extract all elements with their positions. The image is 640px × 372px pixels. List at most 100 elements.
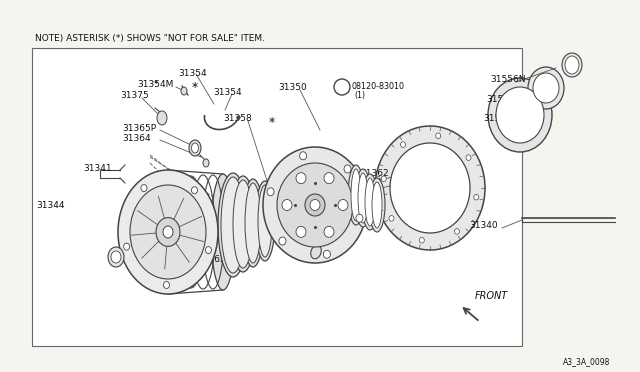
Ellipse shape bbox=[300, 152, 307, 160]
Ellipse shape bbox=[211, 174, 235, 290]
Ellipse shape bbox=[277, 163, 353, 247]
Ellipse shape bbox=[141, 185, 147, 192]
Ellipse shape bbox=[130, 185, 206, 279]
Ellipse shape bbox=[381, 176, 386, 182]
Ellipse shape bbox=[565, 56, 579, 74]
Ellipse shape bbox=[311, 245, 321, 259]
Text: 31555N: 31555N bbox=[486, 94, 522, 103]
Ellipse shape bbox=[108, 247, 124, 267]
Bar bbox=[32, 48, 522, 346]
Ellipse shape bbox=[401, 142, 406, 147]
Ellipse shape bbox=[351, 169, 361, 221]
Ellipse shape bbox=[258, 185, 272, 257]
Ellipse shape bbox=[528, 67, 564, 109]
Ellipse shape bbox=[533, 73, 559, 103]
Text: 31362: 31362 bbox=[353, 177, 381, 186]
Ellipse shape bbox=[372, 182, 382, 228]
Ellipse shape bbox=[203, 159, 209, 167]
Ellipse shape bbox=[296, 226, 306, 237]
Text: A3_3A_0098: A3_3A_0098 bbox=[563, 357, 610, 366]
Ellipse shape bbox=[310, 199, 320, 211]
Ellipse shape bbox=[324, 173, 334, 184]
Ellipse shape bbox=[279, 237, 286, 245]
Text: 31358: 31358 bbox=[223, 113, 252, 122]
Ellipse shape bbox=[344, 165, 351, 173]
Ellipse shape bbox=[189, 140, 201, 156]
Text: 31362: 31362 bbox=[360, 169, 388, 177]
Text: 31556N: 31556N bbox=[490, 74, 525, 83]
Ellipse shape bbox=[163, 282, 170, 288]
Text: (1): (1) bbox=[354, 90, 365, 99]
Ellipse shape bbox=[362, 174, 378, 230]
Ellipse shape bbox=[263, 147, 367, 263]
Ellipse shape bbox=[305, 194, 325, 216]
Text: *: * bbox=[151, 80, 158, 89]
Ellipse shape bbox=[466, 155, 471, 160]
Ellipse shape bbox=[118, 170, 218, 294]
Text: 31344: 31344 bbox=[36, 201, 65, 209]
Ellipse shape bbox=[355, 169, 371, 227]
Ellipse shape bbox=[191, 187, 198, 194]
Ellipse shape bbox=[221, 177, 245, 273]
Text: B: B bbox=[339, 83, 345, 92]
Ellipse shape bbox=[419, 237, 424, 243]
Text: 31362M: 31362M bbox=[197, 254, 234, 263]
Text: 31361: 31361 bbox=[341, 196, 370, 205]
Ellipse shape bbox=[358, 173, 368, 223]
Ellipse shape bbox=[282, 199, 292, 211]
Text: 08120-83010: 08120-83010 bbox=[352, 81, 405, 90]
Ellipse shape bbox=[323, 250, 330, 258]
Ellipse shape bbox=[124, 243, 130, 250]
Text: 31354: 31354 bbox=[213, 87, 242, 96]
Text: 31375: 31375 bbox=[296, 230, 324, 238]
Ellipse shape bbox=[369, 178, 385, 232]
Ellipse shape bbox=[375, 126, 485, 250]
Ellipse shape bbox=[296, 173, 306, 184]
Text: NOTE) ASTERISK (*) SHOWS "NOT FOR SALE" ITEM.: NOTE) ASTERISK (*) SHOWS "NOT FOR SALE" … bbox=[35, 33, 265, 42]
Text: 31358: 31358 bbox=[234, 221, 263, 231]
Ellipse shape bbox=[181, 87, 187, 95]
Ellipse shape bbox=[163, 226, 173, 238]
Text: 31361: 31361 bbox=[347, 186, 376, 196]
Text: *: * bbox=[192, 80, 198, 93]
Text: 31364: 31364 bbox=[122, 134, 150, 142]
Ellipse shape bbox=[488, 78, 552, 152]
Text: 31340: 31340 bbox=[469, 221, 498, 230]
Text: 31375: 31375 bbox=[120, 90, 148, 99]
Text: 31354: 31354 bbox=[178, 68, 207, 77]
Ellipse shape bbox=[390, 143, 470, 233]
Text: FRONT: FRONT bbox=[475, 291, 508, 301]
Text: 31354M: 31354M bbox=[137, 80, 173, 89]
Text: 31350: 31350 bbox=[278, 83, 307, 92]
Text: 31528: 31528 bbox=[483, 113, 511, 122]
Ellipse shape bbox=[474, 195, 479, 200]
Ellipse shape bbox=[218, 173, 248, 277]
Ellipse shape bbox=[389, 216, 394, 221]
Ellipse shape bbox=[496, 87, 544, 143]
Ellipse shape bbox=[242, 179, 264, 267]
Ellipse shape bbox=[245, 183, 261, 263]
Ellipse shape bbox=[365, 178, 375, 226]
Text: 31356: 31356 bbox=[230, 231, 259, 241]
Text: 31366M: 31366M bbox=[219, 241, 255, 250]
Ellipse shape bbox=[454, 229, 460, 234]
Ellipse shape bbox=[324, 226, 334, 237]
Ellipse shape bbox=[562, 53, 582, 77]
Ellipse shape bbox=[205, 247, 211, 254]
Ellipse shape bbox=[436, 133, 441, 139]
Ellipse shape bbox=[156, 218, 180, 246]
Ellipse shape bbox=[111, 251, 121, 263]
Ellipse shape bbox=[230, 176, 256, 272]
Ellipse shape bbox=[348, 165, 364, 225]
Text: 31365P: 31365P bbox=[122, 124, 156, 132]
Ellipse shape bbox=[157, 111, 167, 125]
Ellipse shape bbox=[338, 199, 348, 211]
Text: *: * bbox=[269, 115, 275, 128]
Ellipse shape bbox=[233, 180, 253, 268]
Ellipse shape bbox=[191, 143, 198, 153]
Text: 31341: 31341 bbox=[83, 164, 111, 173]
Ellipse shape bbox=[255, 181, 275, 261]
Ellipse shape bbox=[267, 188, 274, 196]
Text: 31366: 31366 bbox=[407, 164, 436, 173]
Ellipse shape bbox=[334, 79, 350, 95]
